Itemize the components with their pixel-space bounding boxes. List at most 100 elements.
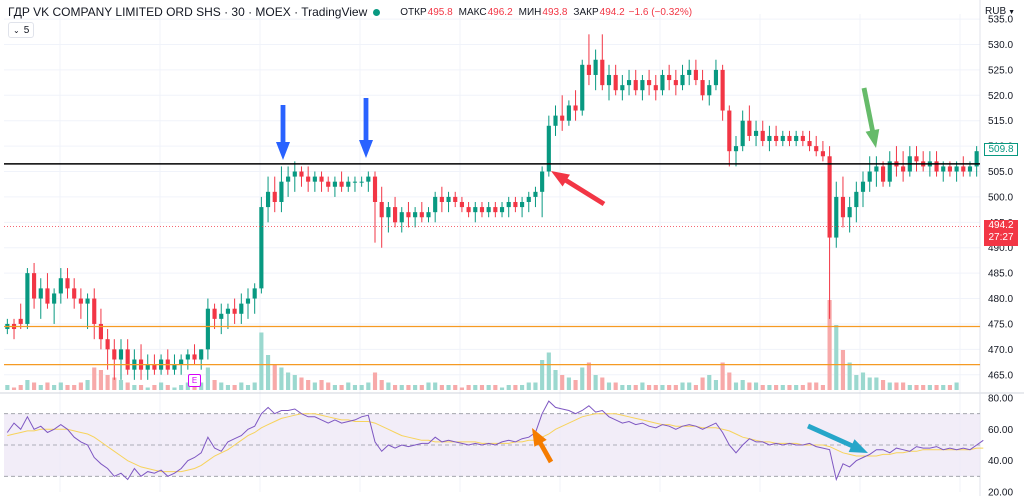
volume-bar — [292, 375, 297, 390]
candle-body — [319, 176, 324, 182]
price-tick-label: 525.0 — [988, 65, 1013, 76]
candle-body — [753, 130, 759, 136]
volume-bar — [747, 382, 752, 390]
candle-body — [506, 202, 511, 208]
candle-body — [747, 120, 752, 136]
volume-bar — [874, 377, 879, 390]
candle-body — [145, 364, 150, 370]
candle-body — [840, 196, 846, 218]
candle-body — [680, 74, 685, 86]
price-tick-label: 530.0 — [988, 40, 1013, 51]
price-axis[interactable]: 535.0530.0525.0520.0515.0510.0505.0500.0… — [988, 15, 1013, 382]
volume-bar — [767, 385, 772, 390]
volume-bar — [914, 385, 919, 390]
volume-bar — [426, 382, 431, 390]
candle-body — [760, 130, 765, 142]
volume-bar — [58, 382, 63, 390]
volume-bar — [406, 385, 411, 390]
candle-body — [152, 364, 157, 370]
rsi-tick-label: 40.00 — [988, 456, 1013, 467]
candle-body — [446, 196, 451, 202]
price-tick-label: 465.0 — [988, 370, 1013, 381]
indicators-collapse-button[interactable]: ⌄ 5 — [8, 22, 35, 38]
volume-bar — [145, 387, 150, 390]
price-tick-label: 470.0 — [988, 345, 1013, 356]
candle-body — [172, 364, 177, 370]
volume-bar — [540, 360, 545, 390]
green-arrow-icon — [861, 87, 880, 148]
volume-bar — [733, 382, 739, 390]
candle-body — [613, 74, 618, 91]
volume-bar — [245, 385, 251, 390]
candle-body — [580, 64, 585, 111]
volume-bar — [894, 382, 899, 390]
candle-body — [379, 202, 384, 218]
candle-body — [499, 207, 505, 213]
volume-bar — [954, 382, 959, 390]
volume-bar — [941, 385, 946, 390]
ohlc-high-label: МАКС — [458, 6, 487, 18]
symbol-title[interactable]: ГДР VK COMPANY LIMITED ORD SHS · 30 · MO… — [8, 5, 368, 19]
price-tick-label: 490.0 — [988, 243, 1013, 254]
candle-body — [961, 166, 966, 172]
volume-bar — [854, 375, 859, 390]
price-tick-label: 485.0 — [988, 269, 1013, 280]
volume-bar — [814, 382, 819, 390]
candle-body — [600, 59, 605, 86]
ohlc-open-label: ОТКР — [400, 6, 427, 18]
volume-bar — [693, 385, 698, 390]
candle-body — [874, 166, 879, 172]
candle-body — [219, 313, 224, 319]
candle-body — [272, 191, 277, 202]
candle-body — [707, 85, 712, 96]
candle-body — [727, 110, 732, 152]
volume-bar — [499, 387, 505, 390]
volume-bar — [299, 377, 304, 390]
volume-bar — [560, 375, 565, 390]
rsi-axis[interactable]: 80.00 60.00 40.00 20.00 — [988, 394, 1013, 496]
volume-bar — [620, 385, 625, 390]
candle-body — [312, 176, 317, 182]
blue-arrow-icon — [359, 98, 373, 158]
volume-bar — [633, 385, 638, 390]
candle-body — [406, 212, 411, 218]
candle-body — [520, 202, 525, 208]
indicators-count: 5 — [23, 24, 30, 36]
candle-body — [780, 135, 785, 142]
candle-body — [800, 135, 805, 142]
candle-body — [413, 212, 418, 218]
volume-bar — [386, 382, 391, 390]
candle-body — [58, 278, 63, 294]
candle-body — [399, 212, 404, 223]
volume-bar — [486, 385, 491, 390]
volume-bar — [205, 367, 210, 390]
volume-bar — [613, 382, 618, 390]
candle-body — [112, 349, 117, 360]
candle-body — [667, 74, 672, 81]
candle-body — [252, 288, 257, 299]
candle-body — [479, 207, 485, 213]
volume-bar — [606, 382, 612, 390]
candle-body — [32, 273, 37, 299]
candle-body — [827, 156, 832, 238]
candle-body — [292, 171, 297, 177]
volume-bar — [433, 382, 438, 390]
candle-body — [560, 115, 565, 121]
volume-bar — [252, 382, 257, 390]
volume-bar — [647, 385, 652, 390]
candle-body — [185, 354, 190, 360]
volume-bar — [700, 377, 705, 390]
market-status-icon — [373, 8, 381, 16]
currency-selector[interactable]: RUB ▼ — [985, 6, 1015, 17]
candle-body — [860, 181, 866, 192]
candle-body — [626, 80, 632, 86]
candle-body — [887, 161, 892, 182]
bar-countdown: 27:27 — [988, 232, 1014, 243]
volume-bar — [453, 385, 458, 390]
earnings-marker[interactable]: E — [188, 374, 201, 387]
volume-bar — [346, 382, 351, 390]
volume-bar — [907, 385, 912, 390]
candle-body — [192, 354, 197, 360]
volume-bar — [25, 380, 30, 390]
